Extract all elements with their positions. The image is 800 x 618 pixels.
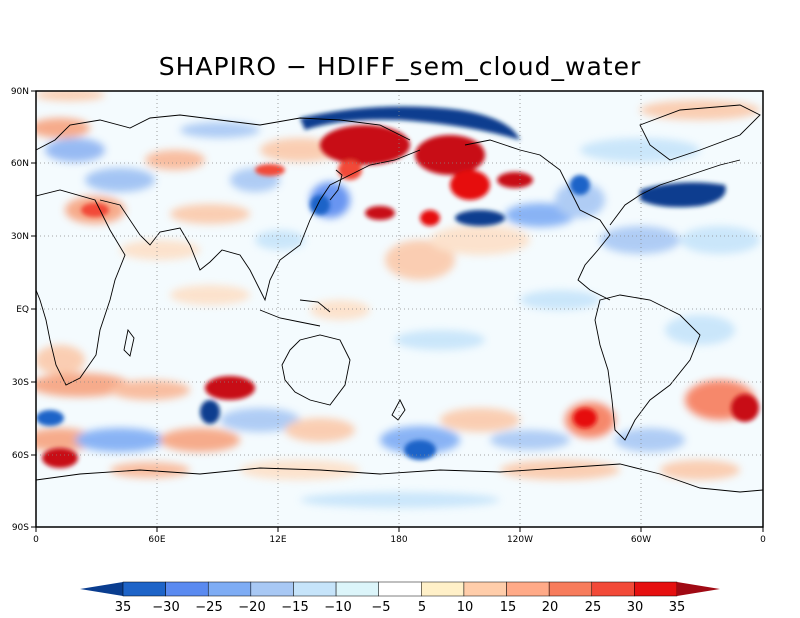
colorbar-arrow-high bbox=[677, 582, 720, 596]
colorbar-swatch bbox=[165, 581, 209, 597]
coastlines bbox=[36, 104, 763, 493]
colorbar-swatch bbox=[421, 581, 465, 597]
colorbar-swatch bbox=[591, 581, 635, 597]
colorbar-arrow-low bbox=[80, 582, 123, 596]
colorbar-label: −20 bbox=[238, 600, 265, 615]
colorbar-label: −30 bbox=[152, 600, 179, 615]
x-tick-label: 12E bbox=[269, 535, 286, 545]
colorbar-label: 5 bbox=[418, 600, 426, 615]
colorbar-swatch bbox=[335, 581, 379, 597]
colorbar-label: −10 bbox=[324, 600, 351, 615]
x-tick-label: 60W bbox=[631, 535, 651, 545]
colorbar-label: 10 bbox=[457, 600, 474, 615]
colorbar-swatch bbox=[463, 581, 507, 597]
colorbar-label: −25 bbox=[195, 600, 222, 615]
x-tick-label: 0 bbox=[760, 535, 766, 545]
colorbar-label: 30 bbox=[627, 600, 644, 615]
y-tick-label: 30S bbox=[12, 378, 29, 388]
tick-marks bbox=[31, 90, 764, 532]
x-tick-label: 120W bbox=[507, 535, 533, 545]
colorbar-swatch bbox=[207, 581, 252, 597]
y-tick-label: 60S bbox=[12, 451, 29, 461]
gridlines bbox=[36, 91, 763, 527]
colorbar-swatch bbox=[293, 581, 337, 597]
colorbar-swatch bbox=[122, 581, 166, 597]
colorbar-swatch bbox=[378, 581, 422, 597]
y-tick-label: 90S bbox=[12, 523, 29, 533]
colorbar-label: 35 bbox=[669, 600, 686, 615]
colorbar-swatch bbox=[250, 581, 294, 597]
colorbar-label: 20 bbox=[542, 600, 559, 615]
y-tick-label: 60N bbox=[11, 159, 29, 169]
plot-title: SHAPIRO − HDIFF_sem_cloud_water bbox=[158, 52, 642, 81]
y-tick-label: EQ bbox=[16, 305, 29, 315]
colorbar-swatch bbox=[634, 581, 678, 597]
x-tick-label: 180 bbox=[390, 535, 407, 545]
y-tick-label: 90N bbox=[11, 87, 29, 97]
colorbar-label: 15 bbox=[500, 600, 517, 615]
colorbar-label: −15 bbox=[281, 600, 308, 615]
colorbar-label: 25 bbox=[585, 600, 602, 615]
y-tick-label: 30N bbox=[11, 232, 29, 242]
x-tick-label: 0 bbox=[33, 535, 39, 545]
colorbar-swatch bbox=[506, 581, 550, 597]
x-tick-label: 60E bbox=[148, 535, 165, 545]
colorbar-label: 35 bbox=[115, 600, 132, 615]
colorbar bbox=[80, 581, 720, 597]
colorbar-swatch bbox=[548, 581, 593, 597]
colorbar-labels: 35 −30 −25 −20 −15 −10 −5 5 10 15 20 25 … bbox=[115, 600, 686, 615]
colorbar-label: −5 bbox=[371, 600, 390, 615]
